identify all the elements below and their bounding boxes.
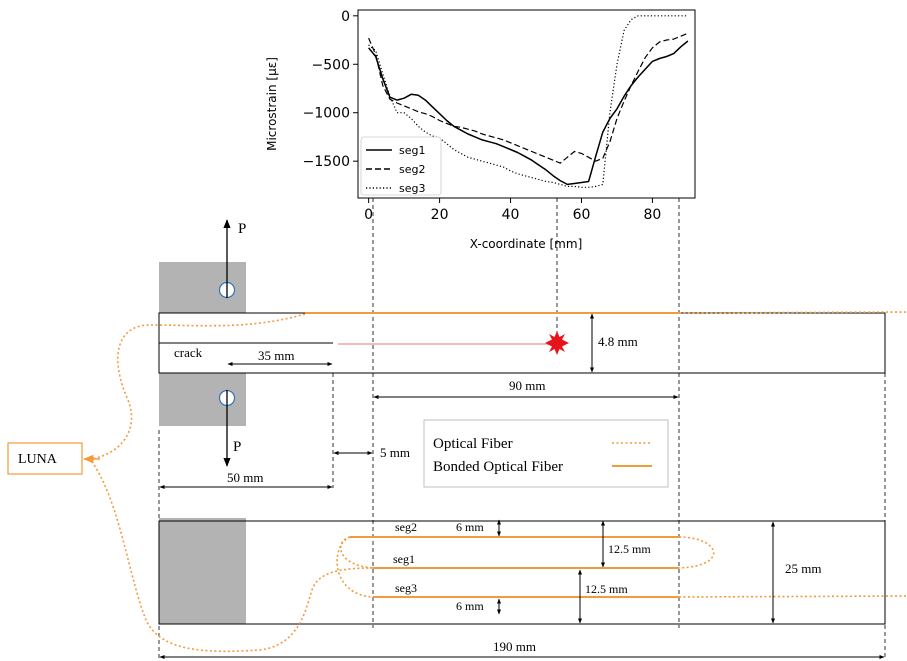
y-tick-label: −1500: [303, 154, 350, 170]
x-tick-label: 0: [364, 207, 373, 223]
legend-label-seg3: seg3: [399, 182, 425, 195]
dim-6-top-label: 6 mm: [456, 520, 484, 534]
x-axis-label: X-coordinate [mm]: [470, 237, 583, 251]
y-tick-label: 0: [341, 9, 350, 25]
fiber-loop-right: [678, 536, 715, 569]
y-tick-label: −1000: [303, 106, 350, 122]
series-line-seg1: [368, 40, 689, 186]
luna-label: LUNA: [18, 452, 58, 467]
legend-label-seg1: seg1: [399, 144, 425, 157]
load-label-top: P: [238, 221, 246, 237]
dim-50-label: 50 mm: [227, 470, 263, 485]
legend-items: seg1 seg2 seg3: [366, 144, 425, 195]
seg3-label: seg3: [395, 581, 417, 595]
legend-label-seg2: seg2: [399, 163, 425, 176]
x-tick-label: 20: [431, 207, 449, 223]
legend-optical-label: Optical Fiber: [433, 436, 513, 452]
crack-label: crack: [174, 345, 203, 360]
luna-box: LUNA: [7, 442, 83, 475]
dim-thickness-label: 4.8 mm: [598, 334, 638, 349]
fiber-exit-side-view: [678, 311, 907, 314]
dim-90-label: 90 mm: [509, 378, 545, 393]
dim-12-5-b-label: 12.5 mm: [585, 582, 628, 596]
y-axis-ticks: 0 −500 −1000 −1500: [303, 9, 358, 170]
legend-box: [360, 136, 442, 196]
load-label-bottom: P: [233, 439, 241, 455]
chart-legend: seg1 seg2 seg3: [360, 136, 442, 196]
top-view-grip: [159, 518, 246, 624]
seg1-label: seg1: [393, 552, 415, 566]
x-axis-ticks: 0 20 40 60 80: [364, 198, 661, 223]
dim-25-label: 25 mm: [785, 561, 821, 576]
x-tick-label: 40: [502, 207, 520, 223]
dim-35-label: 35 mm: [258, 348, 294, 363]
series-line-seg2: [368, 32, 689, 164]
strain-chart: 0 −500 −1000 −1500 0 20 40 60 80 Microstrain [μ…: [265, 9, 696, 251]
dim-6-bottom-label: 6 mm: [456, 599, 484, 613]
dim-190-label: 190 mm: [493, 639, 536, 654]
luna-frame: [7, 442, 83, 475]
legend-bonded-label: Bonded Optical Fiber: [433, 459, 563, 475]
fiber-routing: [89, 311, 907, 653]
fiber-legend: Optical Fiber Bonded Optical Fiber: [423, 419, 669, 488]
seg2-label: seg2: [395, 520, 417, 534]
y-axis-label: Microstrain [με]: [265, 57, 279, 151]
y-tick-label: −500: [312, 57, 350, 73]
specimen-side-view: crack P P 35 mm 4.8 mm 90 mm 5 mm 50 mm: [158, 219, 886, 489]
x-tick-label: 60: [573, 207, 591, 223]
x-tick-label: 80: [644, 207, 662, 223]
series-group: [368, 15, 689, 188]
fiber-loop-left-seg3: [336, 536, 374, 598]
fiber-loop-seg2-seg1: [340, 536, 374, 569]
fiber-exit-top-view: [678, 595, 907, 598]
crack-tip-icon: [545, 331, 569, 355]
series-line-seg3: [368, 15, 688, 188]
chart-frame: [357, 9, 696, 199]
top-view-body: [158, 520, 886, 625]
dim-12-5-a-label: 12.5 mm: [608, 542, 651, 556]
specimen-top-view: seg2 seg1 seg3 6 mm 6 mm 12.5 mm 12.5 mm…: [158, 518, 886, 659]
dim-5-label: 5 mm: [380, 445, 410, 460]
fiber-legend-frame: [423, 419, 669, 488]
